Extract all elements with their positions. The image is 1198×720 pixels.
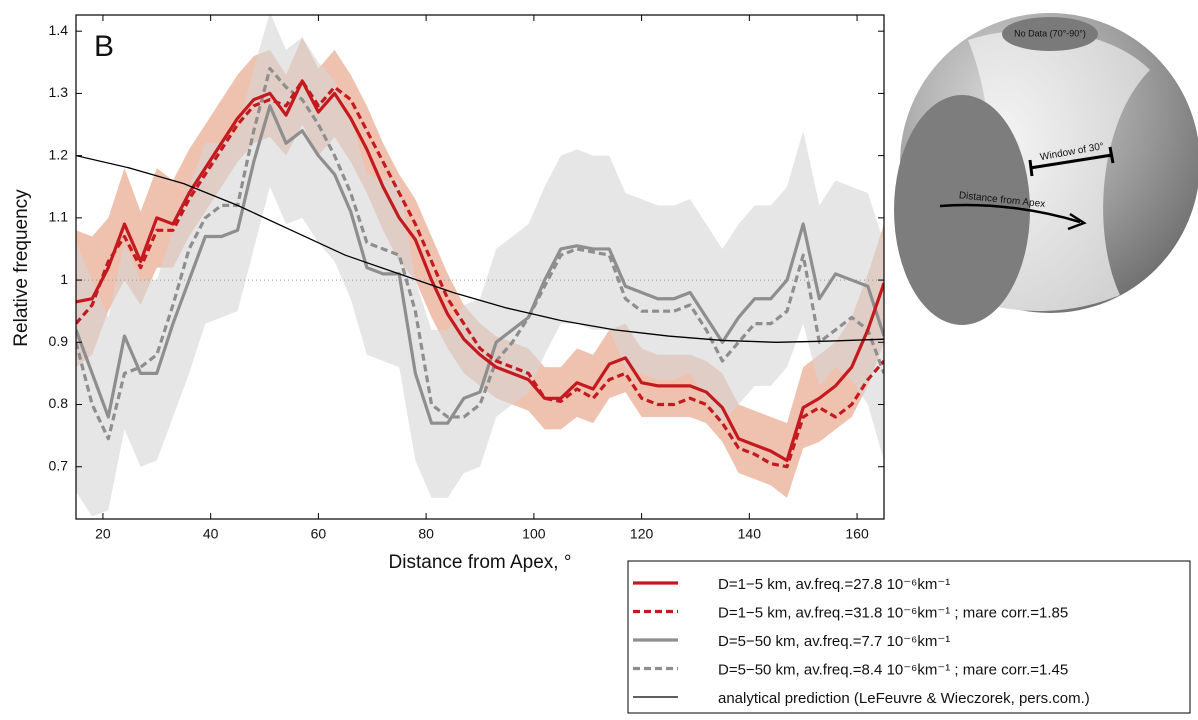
apex-disk	[894, 95, 1030, 325]
y-tick-label: 1	[60, 271, 68, 287]
plot-area: 20 40 60 80 100 120 140 160 0.7 0.8 0.9 1 1.1 1.2 1.3 1…	[49, 15, 884, 542]
y-tick-label: 1.2	[49, 146, 69, 162]
error-band	[76, 15, 884, 517]
x-tick-label: 20	[95, 526, 111, 542]
x-tick-label: 160	[845, 526, 869, 542]
inset-sphere: No Data (70°-90°) Window of 30° Distance…	[894, 13, 1198, 325]
no-data-cap	[1002, 17, 1098, 51]
x-tick-label: 80	[418, 526, 434, 542]
window-bar	[1029, 153, 1113, 170]
plot-frame	[75, 14, 885, 520]
y-tick-label: 1.3	[49, 84, 69, 100]
y-tick-label: 0.8	[49, 395, 69, 411]
series-line	[76, 154, 884, 343]
legend: D=1−5 km, av.freq.=27.8 10⁻⁶km⁻¹ D=1−5 km…	[627, 560, 1191, 714]
series-line	[76, 104, 884, 425]
y-tick-label: 1.1	[49, 209, 69, 225]
error-band	[76, 37, 884, 498]
distance-arrow	[939, 203, 1081, 224]
x-axis-label: Distance from Apex, °	[389, 552, 572, 573]
y-tick-label: 0.9	[49, 333, 69, 349]
legend-box	[627, 560, 1191, 714]
legend-label: D=1−5 km, av.freq.=31.8 10⁻⁶km⁻¹ ; mare …	[718, 604, 1068, 621]
x-tick-label: 100	[522, 526, 546, 542]
window-cap	[1028, 159, 1034, 177]
data-layer	[76, 15, 884, 517]
panel-label: B	[94, 30, 114, 63]
x-tick-label: 140	[738, 526, 762, 542]
window-cap	[1108, 146, 1115, 164]
series-line	[76, 66, 884, 441]
legend-label: D=1−5 km, av.freq.=27.8 10⁻⁶km⁻¹	[718, 576, 950, 593]
x-tick-label: 60	[311, 526, 327, 542]
series-line	[76, 79, 884, 463]
legend-label: D=5−50 km, av.freq.=7.7 10⁻⁶km⁻¹	[718, 633, 950, 650]
series-line	[76, 79, 884, 469]
x-tick-label: 120	[630, 526, 654, 542]
x-tick-label: 40	[203, 526, 219, 542]
legend-label: analytical prediction (LeFeuvre & Wieczo…	[718, 690, 1090, 707]
arrow-head	[1067, 212, 1087, 231]
legend-label: D=5−50 km, av.freq.=8.4 10⁻⁶km⁻¹ ; mare …	[718, 661, 1068, 678]
y-tick-label: 0.7	[49, 457, 69, 473]
y-tick-label: 1.4	[49, 22, 69, 38]
no-data-label: No Data (70°-90°)	[1014, 28, 1086, 38]
y-axis-label: Relative frequency	[11, 189, 32, 347]
